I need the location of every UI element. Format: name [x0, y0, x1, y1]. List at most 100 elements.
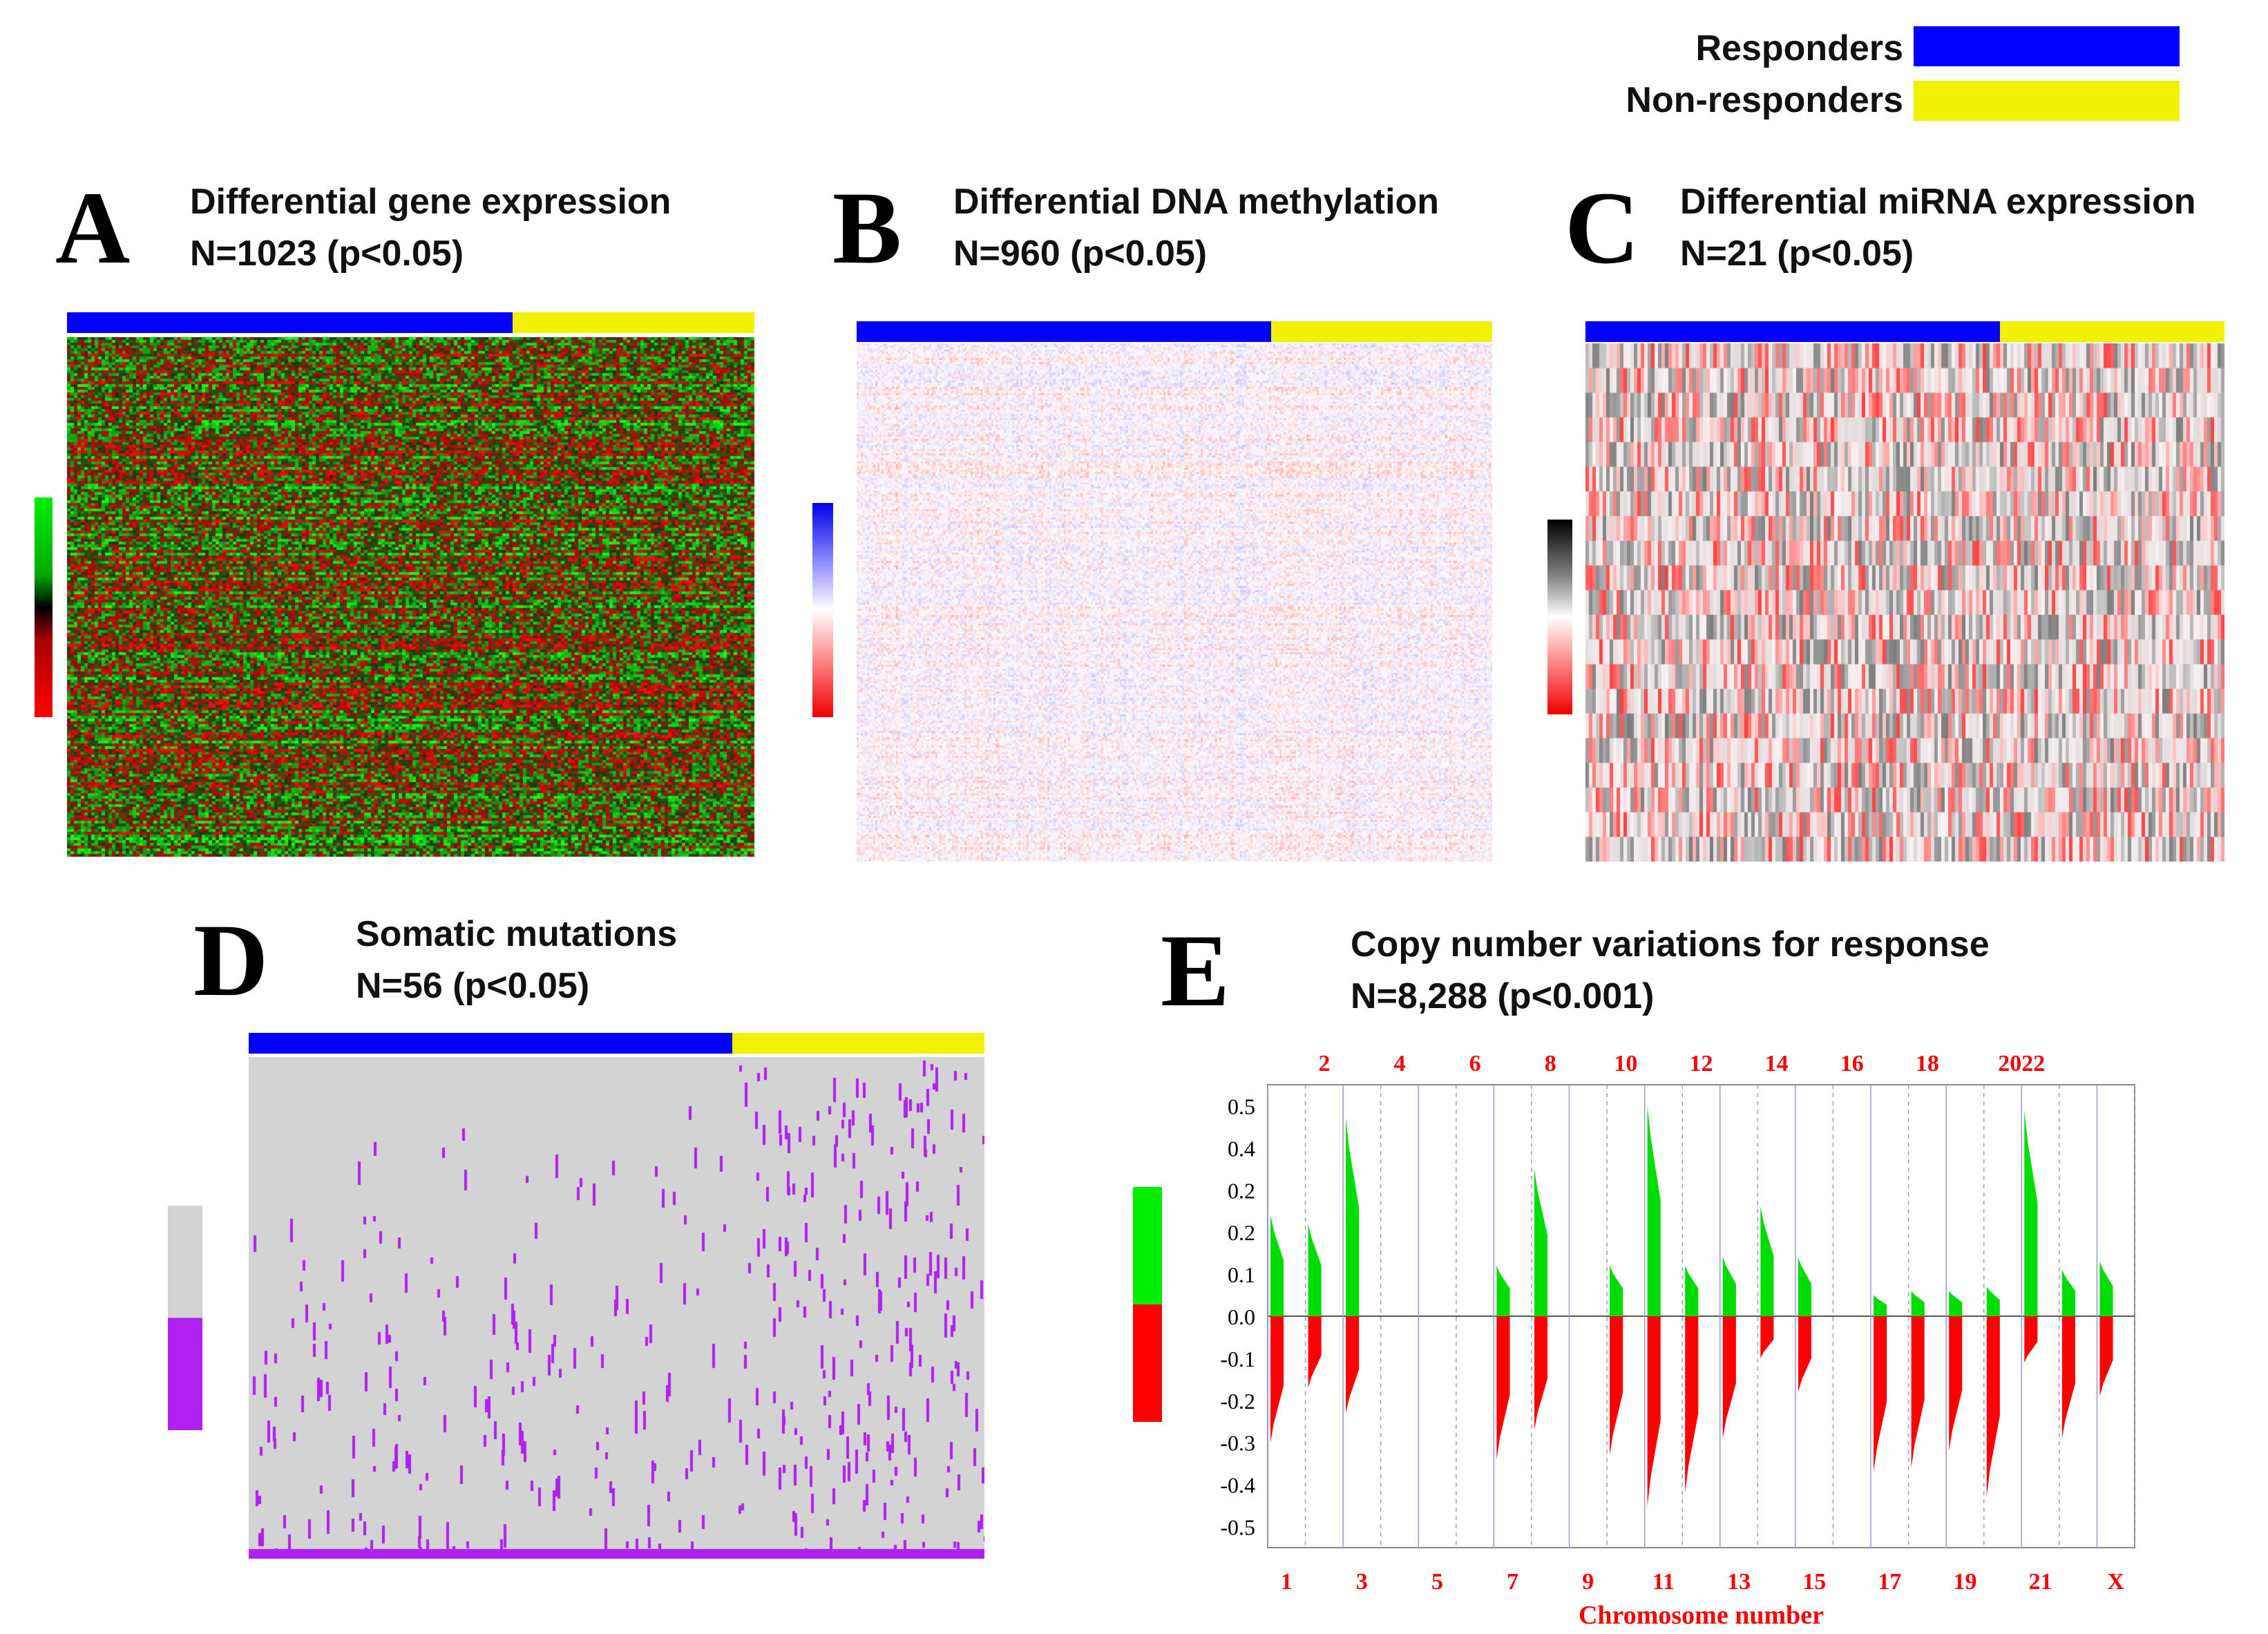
panel-b-title: Differential DNA methylation N=960 (p<0.…: [953, 176, 1439, 281]
cnv-bar-loss-chr2: [1308, 1316, 1322, 1388]
legend-nonresponders-swatch: [1914, 81, 2180, 121]
cnv-y-tick-label: -0.3: [1220, 1431, 1255, 1456]
cnv-y-tick-label: -0.2: [1220, 1389, 1255, 1414]
cnv-top-chromosome-label: 12: [1690, 1051, 1713, 1076]
cnv-bar-loss-chr12: [1685, 1316, 1699, 1493]
panel-e-color-scale: [1133, 1187, 1162, 1422]
cnv-bar-gain-chr1: [1270, 1215, 1284, 1316]
cnv-top-chromosome-label: 4: [1393, 1051, 1405, 1076]
panel-c-heatmap: [1585, 343, 2224, 862]
cnv-x-axis-label: Chromosome number: [1579, 1601, 1824, 1630]
cnv-y-tick-label: -0.4: [1220, 1473, 1255, 1498]
panel-a-letter: A: [55, 171, 131, 285]
cnv-bar-gain-chr2: [1308, 1224, 1322, 1316]
panel-e-letter: E: [1161, 913, 1230, 1028]
cnv-bar-gain-chr20: [1986, 1286, 2000, 1316]
cnv-bar-loss-chr19: [1949, 1316, 1963, 1451]
cnv-bar-loss-chrX: [2099, 1316, 2113, 1396]
panel-b-color-scale: [812, 503, 833, 717]
cnv-bottom-chromosome-label: 15: [1802, 1569, 1826, 1595]
cnv-bar-gain-chr13: [1722, 1257, 1736, 1316]
cnv-bar-loss-chr8: [1534, 1316, 1548, 1430]
cnv-y-tick-label: 0.1: [1228, 1262, 1255, 1287]
panel-c-title: Differential miRNA expression N=21 (p<0.…: [1680, 176, 2195, 281]
cnv-bottom-chromosome-label: X: [2107, 1569, 2124, 1595]
cnv-y-tick-label: 0.2: [1228, 1178, 1255, 1203]
cnv-bar-gain-chr14: [1760, 1206, 1774, 1316]
cnv-bottom-chromosome-label: 11: [1652, 1569, 1675, 1595]
cnv-top-chromosome-label: 2022: [1998, 1051, 2045, 1076]
cnv-bar-gain-chr7: [1496, 1265, 1510, 1316]
panel-a-count: N=1023 (p<0.05): [190, 234, 464, 274]
panel-d-title: Somatic mutations N=56 (p<0.05): [356, 909, 677, 1013]
panel-d-heading: Somatic mutations: [356, 914, 678, 954]
cnv-bottom-chromosome-label: 9: [1582, 1569, 1594, 1595]
cnv-bar-loss-chr17: [1874, 1316, 1887, 1472]
cnv-bar-loss-chr22: [2061, 1316, 2075, 1438]
panel-a-title: Differential gene expression N=1023 (p<0…: [190, 176, 671, 281]
cnv-bar-gain-chr10: [1610, 1265, 1623, 1316]
cnv-y-tick-label: 0.4: [1228, 1136, 1255, 1161]
panel-c-color-scale: [1547, 520, 1572, 714]
cnv-bar-loss-chr7: [1496, 1316, 1510, 1460]
cnv-bar-loss-chr3: [1346, 1316, 1360, 1414]
cnv-bar-gain-chr15: [1798, 1257, 1812, 1316]
cnv-y-tick-label: 0.0: [1228, 1304, 1255, 1329]
panel-d-nonresponders-bar: [732, 1033, 984, 1054]
legend-nonresponders-label: Non-responders: [1626, 80, 1903, 120]
panel-a-heading: Differential gene expression: [190, 182, 671, 222]
panel-b-heading: Differential DNA methylation: [953, 182, 1440, 222]
cnv-bar-gain-chr11: [1647, 1105, 1661, 1316]
panel-c-responders-bar: [1585, 321, 2000, 342]
cnv-bar-loss-chr1: [1270, 1316, 1284, 1443]
cnv-top-chromosome-label: 14: [1765, 1051, 1789, 1076]
cnv-top-chromosome-label: 10: [1614, 1051, 1637, 1076]
legend-responders-swatch: [1914, 26, 2180, 66]
panel-d-color-scale: [168, 1206, 202, 1430]
panel-a-heatmap: [67, 337, 754, 857]
cnv-top-chromosome-label: 6: [1469, 1051, 1481, 1076]
panel-e-title: Copy number variations for response N=8,…: [1351, 919, 1990, 1023]
cnv-bottom-chromosome-label: 7: [1507, 1569, 1518, 1595]
cnv-bar-gain-chr17: [1874, 1295, 1887, 1316]
panel-b-count: N=960 (p<0.05): [953, 234, 1208, 274]
cnv-bottom-chromosome-label: 5: [1431, 1569, 1443, 1595]
cnv-bar-loss-chr18: [1911, 1316, 1925, 1468]
cnv-bottom-chromosome-label: 3: [1356, 1569, 1368, 1595]
cnv-bar-loss-chr20: [1986, 1316, 2000, 1497]
cnv-bottom-chromosome-label: 13: [1727, 1569, 1751, 1595]
panel-e-count: N=8,288 (p<0.001): [1351, 976, 1655, 1017]
cnv-y-tick-label: 0.5: [1228, 1094, 1255, 1119]
panel-b-heatmap: [857, 343, 1492, 862]
panel-c-heading: Differential miRNA expression: [1680, 182, 2196, 222]
cnv-bar-loss-chr10: [1610, 1316, 1623, 1455]
cnv-bar-gain-chr8: [1534, 1168, 1548, 1316]
cnv-bottom-chromosome-label: 19: [1953, 1569, 1976, 1595]
cnv-top-chromosome-label: 8: [1545, 1051, 1556, 1076]
cnv-bar-loss-chr13: [1722, 1316, 1736, 1438]
cnv-bar-loss-chr15: [1798, 1316, 1812, 1392]
panel-b-letter: B: [832, 171, 902, 285]
cnv-y-tick-label: -0.1: [1220, 1347, 1255, 1371]
panel-d-responders-bar: [249, 1033, 732, 1054]
cnv-bar-gain-chr22: [2061, 1270, 2075, 1316]
panel-d-heatmap: [249, 1057, 984, 1559]
cnv-bar-gain-chr21: [2024, 1110, 2038, 1316]
panel-b-nonresponders-bar: [1271, 321, 1492, 342]
cnv-bar-gain-chr19: [1949, 1291, 1963, 1316]
panel-a-color-scale: [35, 497, 53, 717]
panel-a-responders-bar: [67, 312, 513, 333]
cnv-top-chromosome-label: 2: [1318, 1051, 1330, 1076]
panel-d-letter: D: [193, 903, 269, 1018]
panel-c-count: N=21 (p<0.05): [1680, 234, 1914, 274]
cnv-bar-gain-chr18: [1911, 1291, 1925, 1316]
cnv-bottom-chromosome-label: 1: [1281, 1569, 1293, 1595]
cnv-chart: 0.5 0.4 0.2 0.2 0.1 0.0 -0.1 -0.2 -0.3 -0.4 -0.5 2…: [1220, 1051, 2135, 1630]
panel-e-heading: Copy number variations for response: [1351, 924, 1990, 965]
cnv-bar-gain-chrX: [2099, 1261, 2113, 1316]
cnv-top-chromosome-label: 16: [1840, 1051, 1864, 1076]
cnv-bar-loss-chr14: [1760, 1316, 1774, 1358]
panel-a-nonresponders-bar: [513, 312, 754, 333]
cnv-bottom-chromosome-label: 17: [1878, 1569, 1901, 1595]
panel-d-count: N=56 (p<0.05): [356, 966, 590, 1007]
